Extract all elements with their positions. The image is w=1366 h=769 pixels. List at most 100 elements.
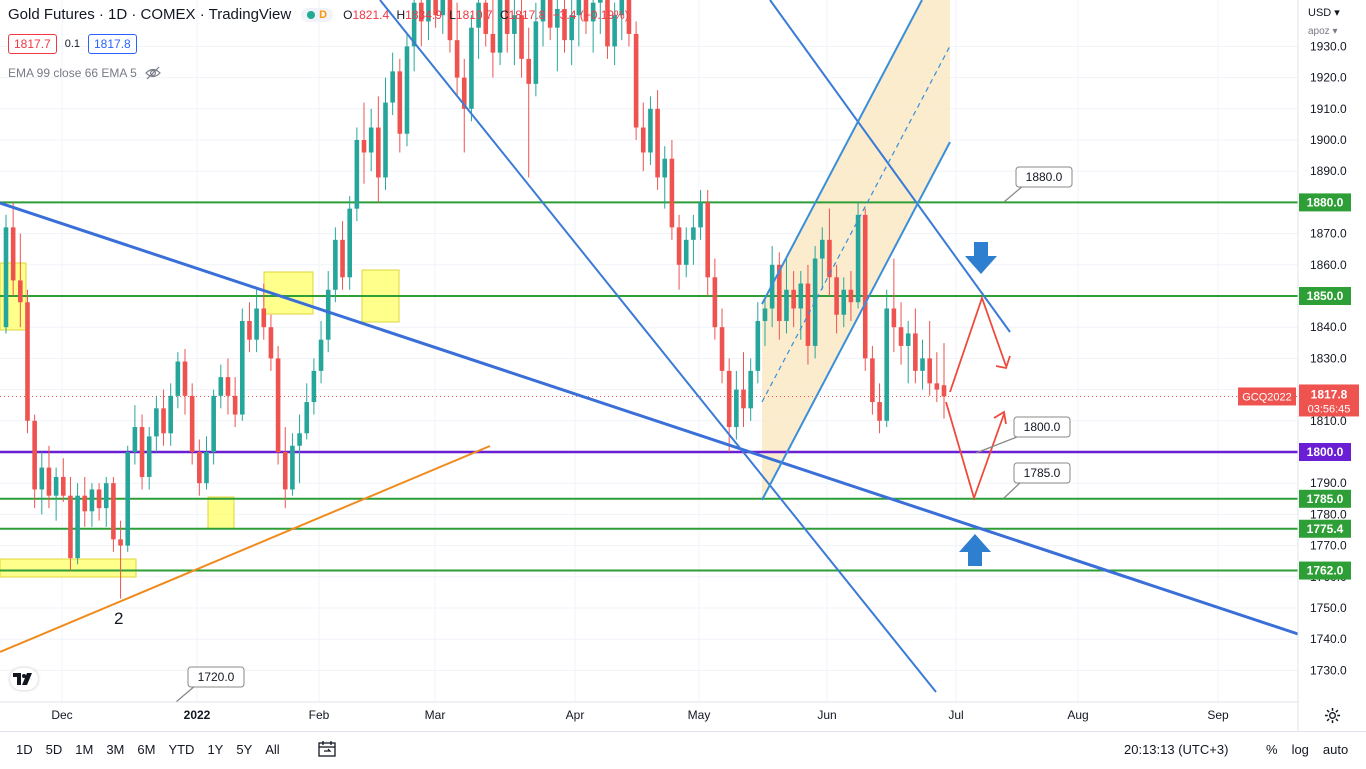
candle: [261, 283, 267, 340]
candle: [648, 96, 653, 165]
price-callout[interactable]: 1880.0: [1003, 166, 1073, 203]
price-tick-label: 1900.0: [1310, 133, 1347, 147]
range-6m-button[interactable]: 6M: [137, 742, 156, 757]
candle: [526, 27, 532, 178]
candle: [626, 0, 632, 47]
candle: [719, 308, 725, 384]
candle: [777, 252, 782, 340]
candle: [340, 221, 345, 290]
close-label: C: [499, 7, 509, 22]
candle: [197, 439, 202, 496]
indicator-legend[interactable]: EMA 99 close 66 EMA 5: [8, 65, 161, 81]
market-status[interactable]: D: [301, 7, 334, 22]
callout-label: 1880.0: [1026, 170, 1063, 184]
price-tick-label: 1770.0: [1310, 539, 1347, 553]
range-ytd-button[interactable]: YTD: [168, 742, 195, 757]
candle: [934, 352, 940, 403]
candle: [383, 77, 388, 190]
candle: [512, 0, 517, 66]
candle: [132, 405, 138, 465]
range-5d-button[interactable]: 5D: [45, 742, 63, 757]
chart-grid: [0, 0, 1298, 702]
projection-up-path: [949, 295, 1007, 393]
candle: [275, 345, 281, 465]
callout-label: 1785.0: [1024, 466, 1061, 480]
candle: [913, 308, 918, 384]
candle: [640, 102, 646, 172]
range-1y-button[interactable]: 1Y: [207, 742, 224, 757]
time-axis-labels: Dec 2022 Feb Mar Apr May Jun Jul Aug Sep: [51, 708, 1229, 722]
candle: [175, 352, 181, 409]
currency-selector[interactable]: USD ▾: [1308, 7, 1340, 19]
price-callout[interactable]: 1785.0: [1003, 462, 1071, 499]
candle: [927, 320, 932, 396]
candle: [125, 445, 131, 552]
range-all-button[interactable]: All: [265, 742, 280, 757]
price-callout[interactable]: 1800.0: [975, 416, 1071, 454]
ask-button[interactable]: 1817.8: [88, 34, 137, 54]
level-axis-label: 1850.0: [1307, 289, 1344, 303]
candle: [146, 427, 152, 490]
candle: [218, 364, 224, 409]
percent-scale-toggle[interactable]: %: [1266, 742, 1278, 757]
highlight-zone: [207, 496, 235, 530]
level-axis-badge: [1299, 489, 1351, 508]
time-tick-label: Jul: [948, 708, 963, 722]
candle: [333, 227, 338, 303]
bid-button[interactable]: 1817.7: [8, 34, 57, 54]
indicator-label[interactable]: EMA 99 close 66 EMA 5: [8, 66, 137, 80]
time-tick-label: Feb: [309, 708, 330, 722]
level-axis-label: 1775.4: [1307, 522, 1344, 536]
trend-drawings: [0, 0, 1299, 693]
candle: [941, 343, 947, 419]
candle: [433, 0, 438, 28]
calendar-range-icon[interactable]: [318, 741, 336, 757]
symbol-title[interactable]: Gold Futures · 1D · COMEX · TradingView: [8, 6, 292, 23]
candle: [812, 246, 818, 359]
candle: [920, 339, 925, 390]
range-1m-button[interactable]: 1M: [75, 742, 94, 757]
price-callout[interactable]: 1720.0: [175, 666, 245, 703]
descending-trendline: [0, 201, 1299, 636]
level-axis-label: 1800.0: [1307, 445, 1344, 459]
low-label: L: [449, 7, 456, 22]
clock-timezone[interactable]: 20:13:13 (UTC+3): [1124, 742, 1229, 757]
level-axis-label: 1785.0: [1307, 492, 1344, 506]
scale-mode-selector[interactable]: apoz ▾: [1308, 26, 1338, 37]
open-label: O: [343, 7, 353, 22]
candle: [347, 196, 352, 290]
candle: [741, 352, 746, 428]
price-tick-label: 1870.0: [1310, 227, 1347, 241]
candle: [540, 0, 546, 47]
arrow-up-icon: [959, 534, 991, 566]
candle: [490, 0, 496, 78]
price-tick-label: 1730.0: [1310, 663, 1347, 677]
candle: [46, 445, 52, 509]
annotation-label: 2: [114, 609, 123, 628]
range-3m-button[interactable]: 3M: [106, 742, 125, 757]
candle: [397, 58, 403, 153]
range-selector: 1D 5D 1M 3M 6M YTD 1Y 5Y All: [16, 742, 280, 757]
callout-label: 1720.0: [198, 670, 235, 684]
projection-down-path: [945, 401, 1005, 501]
tradingview-logo-icon[interactable]: [10, 668, 38, 690]
log-scale-toggle[interactable]: log: [1291, 742, 1309, 757]
candle: [53, 467, 59, 521]
auto-scale-toggle[interactable]: auto: [1322, 742, 1349, 757]
candle: [139, 414, 145, 490]
candle: [497, 0, 503, 66]
eye-hidden-icon[interactable]: [144, 65, 161, 81]
gear-icon[interactable]: [1324, 707, 1341, 724]
candle: [469, 15, 474, 122]
candle: [60, 458, 66, 502]
price-axis: [1297, 0, 1366, 731]
candle: [884, 289, 890, 428]
candle: [18, 233, 23, 328]
range-5y-button[interactable]: 5Y: [236, 742, 253, 757]
time-tick-label: Apr: [566, 708, 585, 722]
candle: [590, 0, 596, 53]
range-1d-button[interactable]: 1D: [16, 742, 33, 757]
price-tick-label: 1920.0: [1310, 71, 1347, 85]
candle: [726, 358, 732, 452]
